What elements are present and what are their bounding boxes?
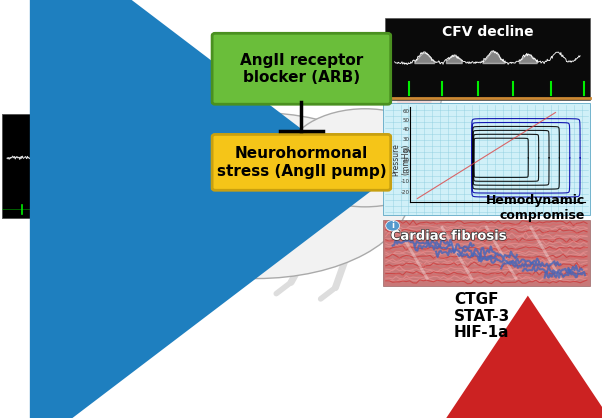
Ellipse shape: [104, 112, 409, 278]
Circle shape: [386, 220, 400, 231]
Ellipse shape: [418, 166, 446, 180]
Ellipse shape: [155, 178, 209, 220]
Text: 60: 60: [402, 109, 409, 114]
Ellipse shape: [387, 70, 441, 125]
Text: Neurohormonal
stress (AngII pump): Neurohormonal stress (AngII pump): [217, 146, 386, 178]
Text: Cardiac fibrosis: Cardiac fibrosis: [391, 230, 508, 243]
Ellipse shape: [442, 169, 450, 173]
Circle shape: [386, 143, 403, 155]
Text: CTGF: CTGF: [454, 292, 498, 307]
Text: AngII receptor
blocker (ARB): AngII receptor blocker (ARB): [240, 53, 363, 85]
FancyBboxPatch shape: [385, 18, 590, 100]
FancyBboxPatch shape: [383, 104, 590, 215]
Circle shape: [395, 145, 400, 148]
Text: CFV decline: CFV decline: [441, 25, 533, 39]
Ellipse shape: [397, 79, 432, 116]
Text: HIF-1a: HIF-1a: [454, 325, 509, 340]
Text: i: i: [391, 221, 394, 230]
Polygon shape: [161, 167, 204, 209]
Text: 30: 30: [402, 137, 409, 142]
FancyBboxPatch shape: [212, 135, 391, 190]
Text: STAT-3: STAT-3: [454, 309, 510, 324]
Text: 20: 20: [402, 148, 409, 153]
Text: -20: -20: [400, 190, 409, 195]
FancyBboxPatch shape: [383, 220, 590, 286]
Text: Pressure
(mmHg): Pressure (mmHg): [391, 143, 410, 176]
FancyBboxPatch shape: [2, 114, 178, 218]
Text: 10: 10: [402, 158, 409, 163]
Text: S: S: [51, 126, 57, 135]
Text: 40: 40: [402, 127, 409, 132]
Text: 50: 50: [402, 117, 409, 122]
Text: -10: -10: [400, 179, 409, 184]
Text: D: D: [86, 117, 94, 127]
Text: Hemodynamic
compromise: Hemodynamic compromise: [486, 194, 585, 222]
FancyBboxPatch shape: [212, 33, 391, 104]
Text: 0: 0: [406, 169, 409, 174]
Ellipse shape: [286, 109, 444, 207]
